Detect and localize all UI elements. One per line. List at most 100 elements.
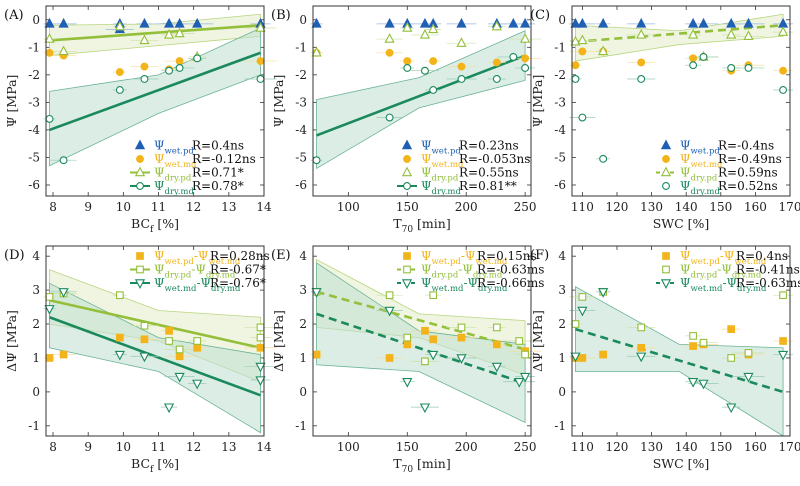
legend-marker (136, 252, 144, 260)
legend-entry-wet_md: Ψwet.mdR=-0.053ns (403, 152, 530, 170)
panel-label: (E) (271, 248, 291, 263)
data-point-dry_md (175, 64, 184, 72)
y-tick-label: -6 (28, 178, 40, 192)
data-point-dry_md (779, 86, 788, 94)
legend-r-value: R=0.78* (192, 179, 244, 193)
x-axis-label: BCf [%] (131, 456, 179, 475)
y-tick-label: 3 (32, 283, 40, 297)
x-tick-label: 250 (514, 200, 537, 214)
y-tick-label: -4 (554, 123, 566, 137)
fit-line-diff_wmd_dmd (575, 327, 784, 394)
legend-r-value: R=-0.76* (210, 276, 266, 290)
y-tick-label: 3 (558, 283, 566, 297)
y-tick-label: 0 (558, 13, 566, 27)
y-tick-label: 1 (299, 351, 307, 365)
legend-label-main: Ψ (421, 276, 432, 290)
data-point-diff_wpd_wmd (115, 333, 124, 342)
legend-entry-diff_wmd_dmd: Ψwet.md-Ψdry.mdR=-0.63ms (656, 276, 800, 294)
x-tick-label: 200 (455, 440, 478, 454)
legend-marker (403, 182, 411, 190)
legend-label: Ψdry.pd (680, 166, 718, 184)
data-point-wet_md (256, 57, 265, 66)
x-axis-label-sub: f (150, 465, 154, 475)
legend-label: Ψdry.pd-Ψdry.md (421, 263, 503, 281)
data-point-dry_pd (577, 34, 588, 45)
legend-r-value: R=0.52ns (718, 179, 778, 193)
y-tick-label: -5 (28, 150, 40, 164)
fit-line-dry_md (49, 51, 261, 132)
legend-label-main: Ψ (154, 166, 165, 180)
data-point-diff_wmd_dmd (726, 403, 737, 414)
panel-label: (C) (530, 8, 550, 23)
data-point-dry_md (403, 64, 412, 72)
y-tick-label: -5 (295, 150, 307, 164)
x-tick-label: 120 (606, 440, 629, 454)
data-point-wet_pd (687, 17, 699, 28)
legend-label-sub: wet.pd (691, 257, 721, 267)
legend-r-value: R=-0.41ns (736, 263, 800, 277)
legend-r-value: R=-0.67* (210, 263, 266, 277)
y-axis-label: Ψ [MPa] (4, 75, 19, 128)
panel-label: (D) (4, 248, 25, 263)
data-point-dry_md (165, 66, 174, 75)
data-point-dry_pd (570, 35, 581, 46)
legend-marker (136, 155, 144, 163)
panel-label: (B) (271, 8, 291, 23)
data-point-diff_wpd_wmd (689, 342, 697, 350)
x-tick-label: 150 (396, 200, 419, 214)
y-axis-label: Ψ [MPa] (530, 75, 545, 128)
legend-entry-diff_wmd_dmd: Ψwet.md-Ψdry.mdR=-0.76* (130, 276, 266, 294)
data-point-wet_pd (419, 17, 431, 28)
series-dry_md (45, 54, 265, 165)
legend-label-main: Ψ (154, 263, 165, 277)
legend-entry-wet_md: Ψwet.mdR=-0.49ns (662, 152, 782, 170)
data-point-dry_md (699, 52, 708, 61)
data-point-wet_pd (698, 17, 709, 28)
legend-label-sub: wet.md (165, 160, 197, 170)
legend-label-main: Ψ (421, 166, 432, 180)
x-axis-label: BCf [%] (131, 216, 179, 235)
legend-marker (134, 139, 146, 150)
data-point-diff_wpd_wmd (256, 343, 265, 352)
legend-r-value: R=-0.63ms (477, 263, 544, 277)
legend-label-mid: -Ψ (458, 263, 473, 277)
data-point-dry_pd (163, 28, 175, 39)
x-tick-label: 13 (221, 440, 236, 454)
data-point-dry_md (578, 113, 587, 122)
data-point-dry_md (689, 61, 698, 70)
data-point-diff_wpd_wmd (59, 350, 68, 359)
legend-label-sub2: dry.md (478, 284, 508, 294)
series-wet_pd (570, 17, 789, 28)
x-tick-label: 11 (151, 200, 166, 214)
x-tick-label: 140 (675, 200, 698, 214)
data-point-dry_md (727, 64, 736, 72)
data-point-dry_md (521, 64, 530, 72)
data-point-dry_md (744, 64, 753, 72)
data-point-dry_pd (139, 34, 150, 45)
legend-label: Ψwet.pd-Ψwet.md (680, 249, 767, 267)
x-axis-label-main: SWC [%] (653, 456, 710, 471)
x-axis-label-main: BC (131, 216, 150, 231)
data-point-dry_md (45, 114, 54, 123)
legend-label-sub: dry.pd (432, 174, 459, 184)
legend-label: Ψdry.pd (421, 166, 459, 184)
y-tick-label: 0 (32, 385, 40, 399)
plot-frame (45, 5, 265, 197)
legend-entry-diff_wpd_wmd: Ψwet.pd-Ψwet.mdR=0.4ns (662, 249, 788, 267)
data-point-dry_pd (402, 22, 413, 32)
legend-label-main: Ψ (680, 152, 691, 166)
fit-line-dry_md (316, 54, 526, 137)
data-point-wet_pd (519, 17, 531, 28)
data-point-diff_wpd_wmd (779, 337, 787, 345)
legend-label-sub: dry.pd (432, 271, 459, 281)
data-point-diff_wmd_dmd (139, 352, 150, 363)
legend-r-value: R=-0.053ns (459, 152, 530, 166)
series-diff_wmd_dmd (44, 288, 266, 414)
data-point-dry_md (140, 75, 149, 83)
y-axis-label: ΔΨ [MPa] (271, 310, 286, 372)
y-tick-label: -2 (295, 68, 307, 82)
panel-f: 110 120 130 140 150 160 170 -1 0 1 2 3 4 (F) SWC [%] ΔΨ… (530, 245, 800, 471)
data-point-wet_md (492, 58, 501, 67)
x-tick-label: 100 (337, 440, 360, 454)
x-tick-label: 200 (455, 200, 478, 214)
